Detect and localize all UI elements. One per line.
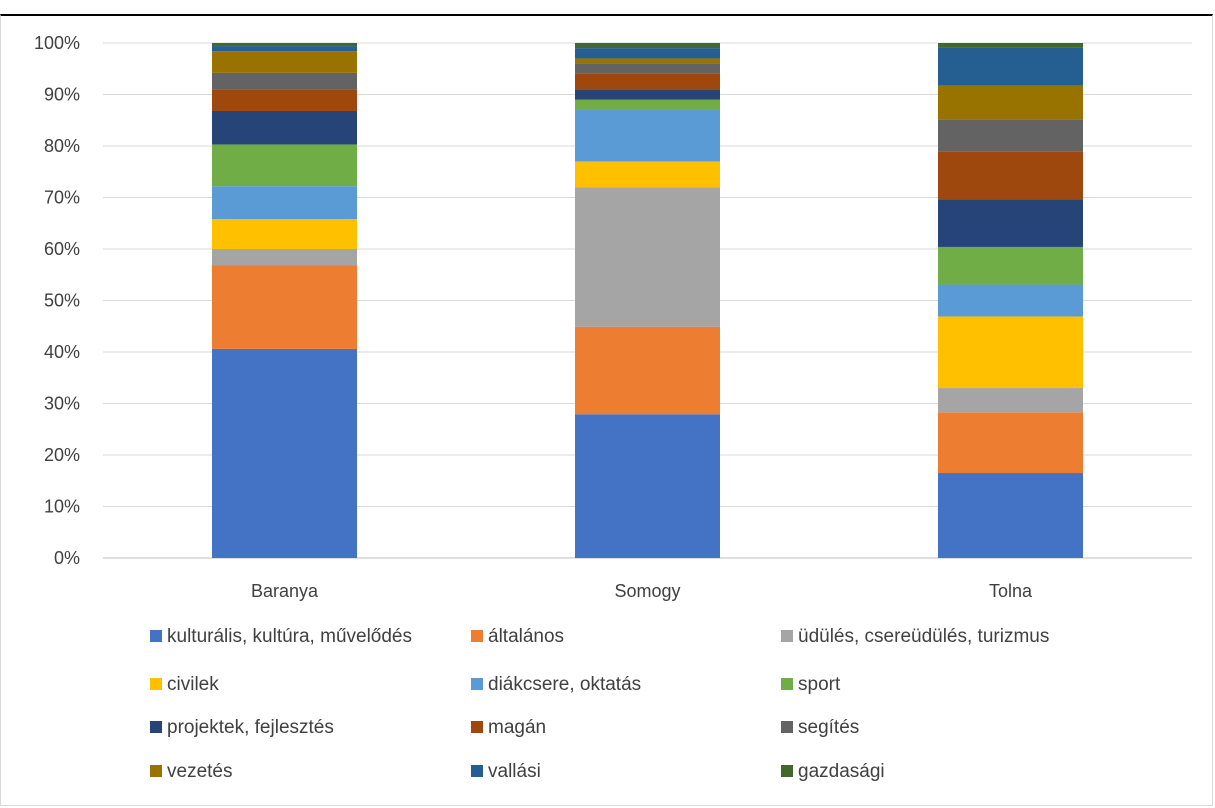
bar-segment [938,388,1083,413]
bar-segment [575,187,720,327]
legend-label: civilek [167,674,219,695]
bar-segment [212,46,357,52]
bar-segment [212,51,357,73]
bar-segment [938,246,1083,285]
legend-swatch [150,765,162,777]
legend: kulturális, kultúra, művelődés általános ü… [150,626,1049,782]
bar-segment [212,144,357,187]
bar-segment [575,48,720,59]
bar-segment [575,326,720,415]
y-tick-label: 50% [44,291,80,311]
bar-segment [575,63,720,74]
bar-segment [575,161,720,188]
legend-swatch [471,630,483,642]
legend-swatch [781,721,793,733]
y-tick-label: 60% [44,239,80,259]
x-tick-label: Tolna [989,581,1033,601]
legend-swatch [781,678,793,690]
y-tick-label: 80% [44,136,80,156]
y-tick-label: 100% [34,33,80,53]
legend-label: üdülés, csereüdülés, turizmus [798,626,1049,647]
legend-swatch [150,630,162,642]
legend-label: kulturális, kultúra, művelődés [167,626,412,647]
bar-segment [575,43,720,49]
legend-label: gazdasági [798,761,885,782]
bar-segment [575,414,720,558]
y-tick-label: 0% [54,548,80,568]
legend-label: segítés [798,717,859,738]
bar-segment [938,151,1083,200]
bar-segment [212,249,357,266]
y-tick-label: 10% [44,497,80,517]
bar-segment [212,89,357,111]
legend-swatch [150,721,162,733]
y-tick-label: 90% [44,85,80,105]
legend-swatch [471,721,483,733]
bar-segment [212,43,357,47]
legend-label: diákcsere, oktatás [488,674,641,695]
bar-segment [938,284,1083,317]
bar-segment [575,109,720,162]
y-axis: 0% 10% 20% 30% 40% 50% 60% 70% 80% 90% 100% [34,33,80,568]
legend-swatch [471,678,483,690]
y-tick-label: 20% [44,445,80,465]
bar-segment [938,47,1083,86]
bar-segment [938,199,1083,247]
y-tick-label: 30% [44,394,80,414]
bar-segment [212,186,357,220]
legend-label: magán [488,717,546,738]
bar-segment [575,58,720,64]
bar-segment [212,110,357,145]
legend-label: sport [798,674,841,695]
legend-label: vezetés [167,761,232,782]
bar-segment [938,473,1083,558]
bar-segment [938,119,1083,152]
bar-segment [212,265,357,349]
x-axis: Baranya Somogy Tolna [251,581,1033,601]
x-tick-label: Somogy [614,581,680,601]
bar-segment [212,219,357,249]
bar-segment [575,89,720,100]
bars [212,43,1083,558]
bar-segment [575,73,720,90]
legend-label: általános [488,626,564,647]
bar-segment [938,85,1083,120]
y-tick-label: 40% [44,342,80,362]
y-tick-label: 70% [44,188,80,208]
legend-label: vallási [488,761,541,782]
legend-label: projektek, fejlesztés [167,717,334,738]
legend-swatch [471,765,483,777]
x-tick-label: Baranya [251,581,319,601]
bar-segment [575,99,720,110]
bar-segment [938,43,1083,48]
legend-swatch [150,678,162,690]
bar-segment [938,316,1083,389]
bar-segment [938,412,1083,474]
legend-swatch [781,630,793,642]
bar-segment [212,348,357,558]
bar-segment [212,72,357,90]
chart-border [0,14,1213,806]
legend-swatch [781,765,793,777]
